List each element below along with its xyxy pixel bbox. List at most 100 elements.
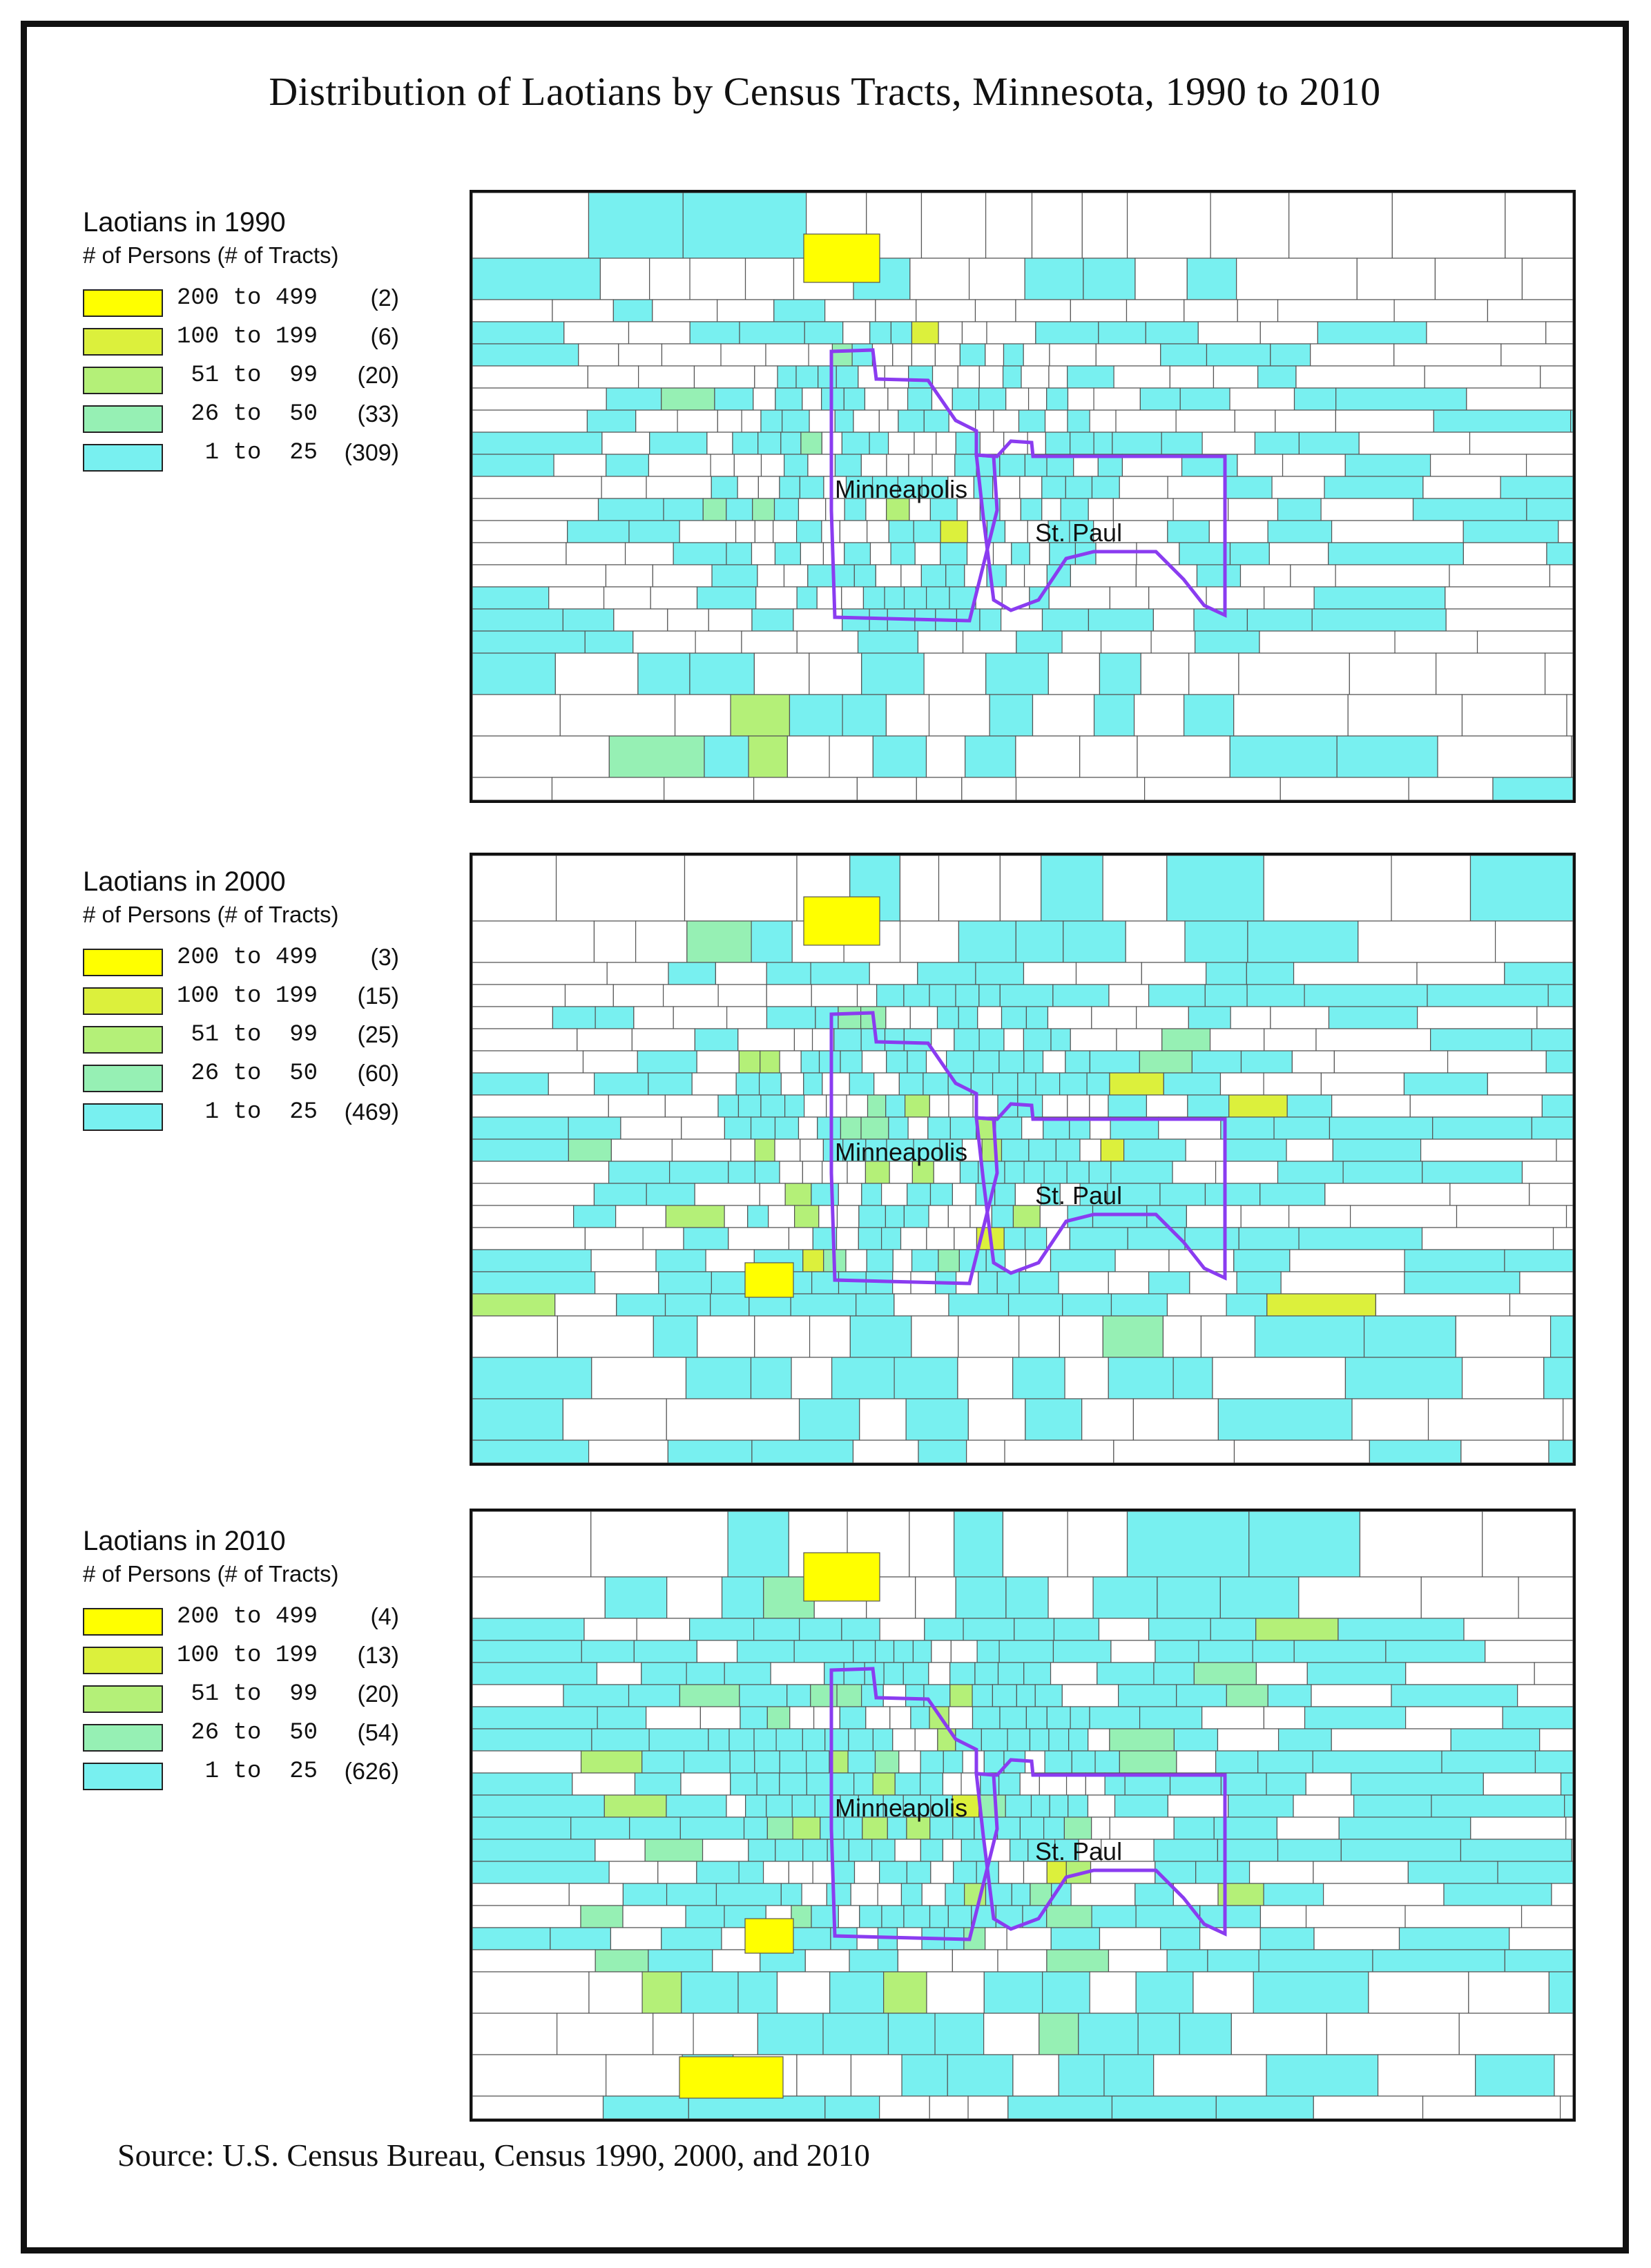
census-tract [915, 1576, 956, 1619]
census-tract [1420, 1138, 1557, 1162]
census-tract [1028, 1138, 1057, 1162]
census-tract [557, 1315, 654, 1358]
swatch-51-99 [83, 1685, 163, 1713]
census-tract [635, 920, 688, 963]
census-tract [708, 608, 753, 632]
census-tract [702, 498, 727, 521]
census-tract [885, 694, 930, 737]
census-tract [1087, 1794, 1116, 1818]
census-tract [1126, 1511, 1250, 1578]
census-tract [1035, 321, 1099, 345]
census-tract [1041, 476, 1066, 499]
census-tract [765, 343, 809, 367]
census-tract [1162, 1315, 1202, 1358]
census-tract [923, 652, 987, 695]
census-tract [633, 1006, 674, 1029]
census-tract [628, 1684, 681, 1707]
census-tract [1393, 299, 1489, 322]
census-tract [1277, 1839, 1342, 1862]
census-tract [889, 1706, 911, 1729]
census-tract [903, 1905, 931, 1928]
census-tract [472, 1576, 606, 1619]
census-tract [646, 476, 712, 499]
census-tract [921, 1883, 946, 1906]
census-tract [788, 1861, 813, 1884]
census-tract [472, 409, 588, 433]
census-tract [1460, 1440, 1549, 1463]
census-tract [1067, 365, 1114, 389]
census-tract [908, 365, 934, 389]
census-tract [662, 984, 719, 1007]
census-tract [1259, 321, 1318, 345]
census-tract [1213, 365, 1259, 389]
census-tract [1070, 1028, 1117, 1051]
census-tract [1206, 343, 1271, 367]
census-tract [822, 1072, 850, 1096]
census-tract [1012, 1205, 1041, 1228]
census-tract [472, 1050, 584, 1074]
legend-subtitle: # of Persons (# of Tracts) [83, 242, 339, 268]
census-tract [1461, 694, 1567, 737]
census-tract [554, 1293, 617, 1317]
census-tract [637, 652, 691, 695]
census-tract [1089, 1050, 1140, 1074]
census-tract [945, 564, 965, 588]
census-tract [599, 258, 650, 300]
census-tract [1025, 1006, 1049, 1029]
census-tract [472, 1662, 598, 1685]
census-tract [593, 1072, 649, 1096]
census-tract [724, 1662, 771, 1685]
census-tract [857, 630, 919, 654]
census-tract [1016, 1684, 1036, 1707]
census-tract [952, 1794, 980, 1818]
census-tract [780, 1072, 804, 1096]
census-tract [886, 1050, 908, 1074]
census-tract [1228, 1094, 1288, 1118]
census-tract [1238, 652, 1350, 695]
census-tract [1206, 586, 1265, 610]
census-tract [1140, 652, 1190, 695]
city-label-minneapolis: Minneapolis [835, 1794, 967, 1822]
census-tract [1152, 608, 1195, 632]
census-tract [1233, 694, 1349, 737]
census-tract [804, 321, 844, 345]
census-tract [999, 855, 1042, 922]
census-tract [1065, 476, 1093, 499]
census-tract [844, 542, 871, 565]
census-tract [865, 1161, 890, 1184]
census-tract [916, 299, 976, 322]
census-tract [1349, 1205, 1458, 1228]
census-tract [1004, 520, 1028, 543]
census-tract [1011, 542, 1030, 565]
census-tract [776, 1971, 831, 2014]
census-tract [913, 520, 941, 543]
census-tract [1091, 1006, 1137, 1029]
census-tract [628, 520, 680, 543]
census-tract [861, 652, 925, 695]
census-tract [888, 520, 914, 543]
census-tract [998, 1050, 1025, 1074]
census-tract [875, 564, 902, 588]
census-tract [1385, 1640, 1486, 1663]
census-tract [1159, 1183, 1206, 1206]
census-tract [1191, 1050, 1242, 1074]
census-tract [999, 454, 1026, 477]
census-tract [595, 1006, 635, 1029]
census-tract [826, 1883, 851, 1906]
census-tract [724, 1116, 752, 1140]
legend-class-label: 200 to 499 [177, 944, 318, 971]
census-tract [1317, 321, 1427, 345]
census-tract [1403, 1072, 1488, 1096]
census-tract [1238, 1227, 1300, 1250]
census-tract [472, 1839, 596, 1862]
census-tract [872, 735, 927, 778]
census-tract [553, 454, 607, 477]
census-tract [831, 1357, 895, 1399]
census-tract [667, 1440, 753, 1463]
census-tract [1263, 1706, 1306, 1729]
census-tract [766, 1706, 791, 1729]
census-tract [1109, 586, 1150, 610]
census-tract [850, 1883, 878, 1906]
census-tract [1335, 387, 1467, 411]
census-tract [838, 1905, 860, 1928]
